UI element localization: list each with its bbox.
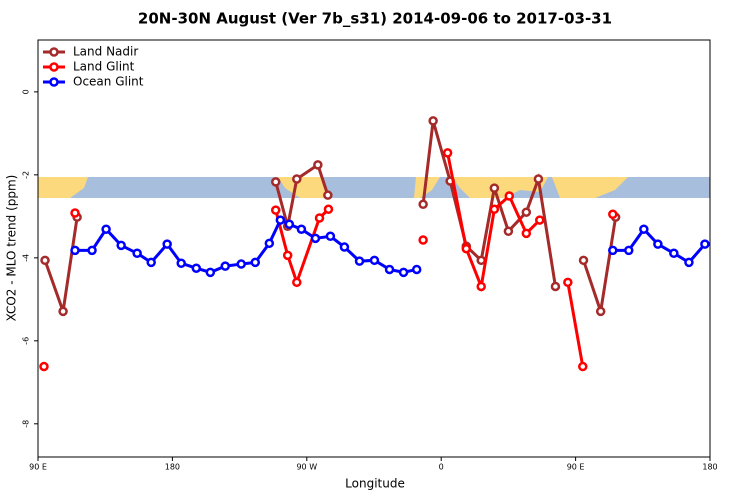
data-point (608, 245, 618, 256)
data-point (411, 264, 422, 275)
data-point (314, 213, 325, 223)
data-point (476, 281, 486, 292)
x-tick-label: 0 (439, 463, 444, 472)
data-point (384, 264, 395, 275)
data-point (101, 224, 111, 234)
data-point (428, 116, 438, 126)
data-point (578, 255, 589, 266)
data-point (132, 248, 142, 259)
data-point (292, 174, 302, 184)
data-point (476, 255, 486, 266)
data-point (503, 226, 514, 237)
legend-marker (49, 62, 59, 72)
map-strip (38, 177, 710, 198)
chart-title: 20N-30N August (Ver 7b_s31) 2014-09-06 t… (138, 10, 612, 28)
legend-label: Ocean Glint (73, 75, 144, 89)
legend-marker (49, 47, 59, 57)
data-point (205, 267, 216, 278)
y-tick-label: -4 (22, 254, 31, 262)
data-point (624, 245, 634, 256)
data-point (284, 219, 295, 229)
x-tick-label: 180 (702, 463, 717, 472)
x-tick-label: 90 E (567, 463, 585, 472)
y-tick-label: -6 (22, 337, 31, 345)
x-tick-label: 90 W (296, 463, 317, 472)
data-point (270, 177, 281, 187)
series-line (43, 120, 618, 312)
data-point (146, 257, 156, 268)
data-point (162, 239, 172, 249)
data-point (176, 258, 186, 268)
data-point (87, 245, 97, 256)
y-tick-label: -8 (22, 420, 31, 428)
data-point (398, 267, 409, 278)
y-axis-label: XCO2 - MLO trend (ppm) (5, 175, 19, 322)
data-point (313, 160, 323, 170)
data-point (275, 215, 286, 225)
data-point (310, 233, 321, 244)
data-point (442, 148, 453, 158)
data-point (58, 306, 68, 317)
data-point (339, 242, 350, 252)
data-point (220, 261, 231, 271)
data-point (578, 361, 588, 372)
data-point (653, 239, 663, 249)
x-tick-label: 90 E (29, 463, 47, 472)
data-point (521, 207, 532, 217)
data-point (323, 190, 333, 200)
plot-frame (37, 39, 711, 458)
data-point (533, 174, 544, 184)
data-point (550, 281, 561, 292)
data-point (325, 231, 336, 242)
legend-label: Land Nadir (73, 45, 138, 59)
data-point (504, 191, 515, 201)
data-point (595, 306, 606, 317)
data-point (39, 361, 49, 372)
data-point (354, 256, 365, 266)
data-point (563, 277, 573, 288)
data-point (296, 224, 307, 234)
data-point (270, 205, 281, 215)
data-point (292, 277, 302, 288)
data-point (684, 257, 694, 268)
data-point (489, 204, 500, 215)
data-point (236, 259, 246, 269)
data-point (191, 263, 202, 273)
data-point (70, 245, 80, 256)
data-point (608, 209, 618, 220)
data-point (250, 257, 261, 268)
data-point (461, 243, 472, 254)
y-tick-label: 0 (22, 89, 31, 94)
data-point (40, 255, 50, 266)
data-point (323, 204, 334, 215)
data-point (418, 199, 428, 210)
data-point (369, 255, 380, 266)
legend-label: Land Glint (73, 60, 135, 74)
y-tick-label: -2 (22, 171, 31, 179)
data-point (535, 215, 545, 225)
data-point (639, 224, 649, 234)
data-point (489, 183, 500, 193)
data-point (282, 250, 293, 261)
data-point (669, 248, 679, 259)
data-point (418, 235, 428, 245)
data-point (521, 228, 532, 239)
data-point (116, 240, 126, 251)
data-point (700, 239, 710, 249)
data-point (264, 238, 275, 249)
x-tick-label: 180 (165, 463, 180, 472)
data-point (70, 208, 80, 218)
legend-marker (49, 77, 59, 87)
x-axis-label: Longitude (345, 477, 405, 491)
